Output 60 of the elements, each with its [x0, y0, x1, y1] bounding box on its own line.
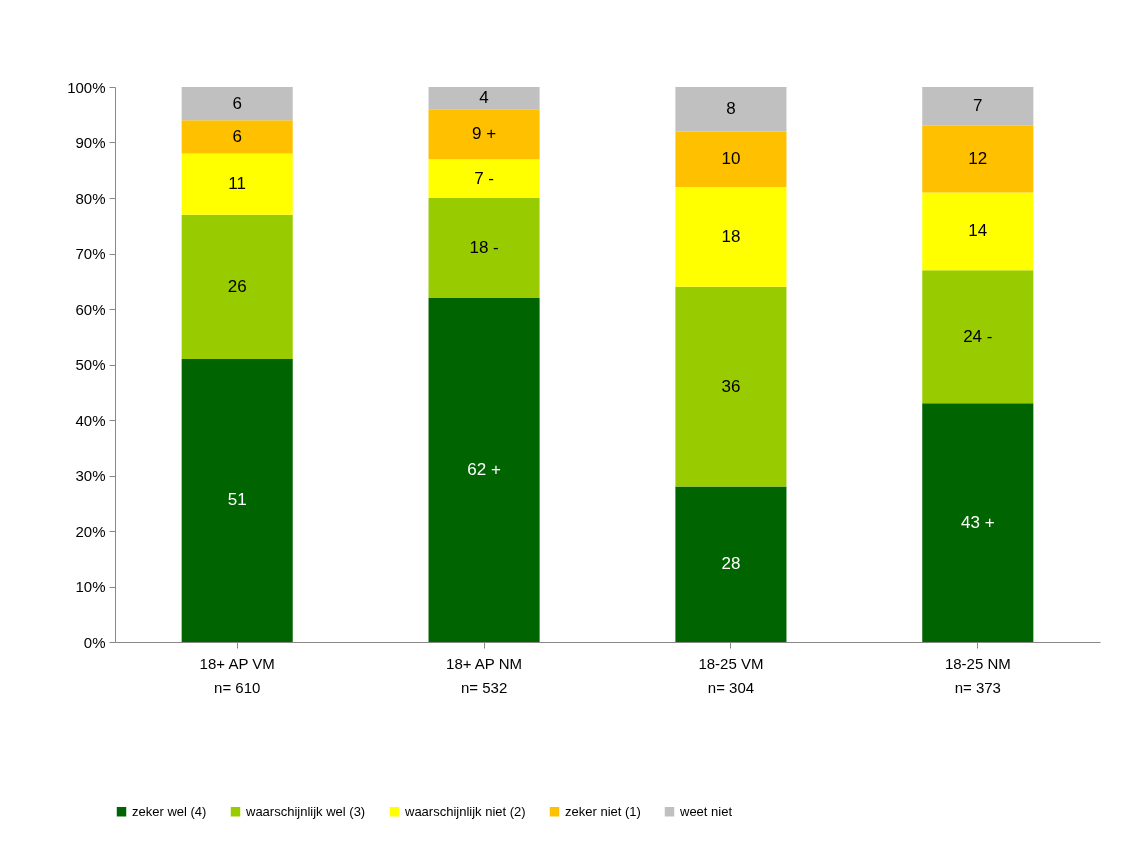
data-label: 28	[721, 554, 741, 574]
bar	[428, 297, 540, 642]
y-tick-label: 70%	[75, 245, 106, 262]
data-label: 26	[227, 276, 247, 296]
y-tick-label: 50%	[75, 356, 106, 373]
bar	[922, 125, 1034, 193]
data-label: 9 +	[472, 124, 497, 144]
data-label: 36	[721, 376, 741, 396]
y-tick-label: 0%	[83, 633, 106, 651]
bar	[675, 131, 787, 187]
data-label: 12	[968, 149, 988, 169]
bar	[181, 120, 293, 154]
data-label: 7 -	[474, 168, 494, 188]
y-tick-label: 40%	[75, 411, 106, 429]
y-tick-label: 80%	[75, 189, 106, 207]
y-tick-label: 90%	[75, 134, 106, 151]
x-tick-label: 18-25 NM n= 373	[944, 654, 1011, 696]
data-label: 62 +	[467, 459, 501, 479]
legend-label: waarschijnlijk wel (3)	[245, 803, 366, 819]
data-label: 43 +	[961, 512, 995, 532]
y-tick-label: 100%	[67, 78, 106, 96]
bar	[675, 286, 787, 487]
legend-label: zeker wel (4)	[132, 803, 207, 819]
y-tick-label: 10%	[75, 578, 106, 595]
data-label: 24 -	[963, 326, 993, 346]
legend-label: zeker niet (1)	[565, 803, 641, 819]
y-tick-label: 20%	[75, 522, 106, 540]
bar	[675, 486, 787, 642]
bar	[922, 87, 1034, 126]
data-label: 10	[721, 149, 741, 169]
bar	[922, 403, 1034, 642]
bar	[922, 192, 1034, 271]
data-label: 18 -	[469, 237, 499, 257]
data-label: 7	[973, 96, 983, 116]
y-tick-label: 30%	[75, 467, 106, 484]
data-label: 8	[726, 99, 736, 119]
bar	[428, 87, 540, 110]
data-label: 18	[721, 226, 741, 246]
bar	[181, 87, 293, 121]
bar	[428, 198, 540, 298]
data-label: 51	[227, 490, 247, 510]
bar	[428, 109, 540, 160]
legend-label: waarschijnlijk niet (2)	[404, 803, 526, 819]
bar	[181, 214, 293, 359]
data-label: 6	[232, 93, 242, 113]
data-label: 4	[479, 88, 489, 108]
bar	[675, 87, 787, 132]
bar	[922, 270, 1034, 404]
y-tick-label: 60%	[75, 300, 106, 318]
bar	[428, 159, 540, 198]
bar	[675, 186, 787, 287]
x-tick-label: 18+ AP VM n= 610	[199, 654, 275, 696]
x-tick-label: 18+ AP NM n= 532	[446, 654, 523, 696]
data-label: 11	[228, 174, 247, 194]
bar	[181, 153, 293, 215]
data-label: 14	[968, 221, 988, 241]
x-tick-label: 18-25 VM n= 304	[698, 654, 764, 696]
legend-label: weet niet	[679, 803, 733, 819]
bar	[181, 358, 293, 642]
data-label: 6	[232, 126, 242, 146]
